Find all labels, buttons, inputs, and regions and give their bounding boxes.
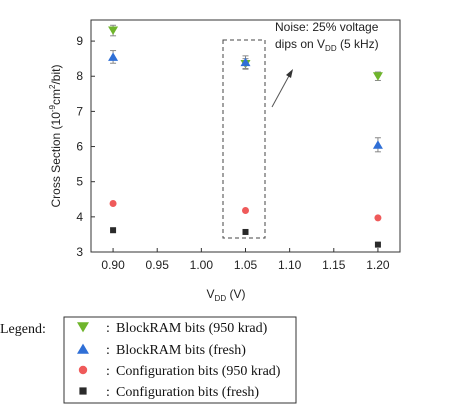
y-axis-title: Cross Section (10-9cm2/bit): [48, 65, 63, 208]
x-axis: 0.90 0.95 1.00 1.05 1.10 1.15 1.20: [101, 248, 390, 272]
legend-label: BlockRAM bits (fresh): [116, 343, 246, 358]
series-layer: [108, 24, 383, 248]
y-tick-label: 5: [76, 175, 83, 189]
y-tick-label: 9: [76, 34, 83, 48]
legend-separator: :: [106, 364, 110, 379]
highlight-box: [222, 39, 266, 239]
y-tick-label: 7: [76, 104, 83, 118]
x-tick-label: 1.10: [278, 258, 302, 272]
legend-separator: :: [106, 343, 110, 358]
y-tick-label: 8: [76, 69, 83, 83]
legend-marker: [77, 343, 89, 354]
data-point: [240, 57, 251, 67]
legend-separator: :: [106, 385, 110, 400]
x-tick-label: 1.20: [366, 258, 390, 272]
legend-label: Configuration bits (950 krad): [116, 364, 281, 379]
x-axis-title: VDD (V): [207, 287, 246, 303]
series-2: [108, 50, 383, 153]
annotation-arrowhead: [286, 69, 293, 78]
legend-label: BlockRAM bits (950 krad): [116, 321, 268, 336]
data-point: [242, 207, 249, 215]
annotation-arrow: [271, 73, 291, 108]
x-tick-label: 1.05: [234, 258, 258, 272]
y-tick-label: 3: [76, 245, 83, 259]
y-tick-label: 6: [76, 140, 83, 154]
legend-label: Configuration bits (fresh): [116, 385, 259, 400]
x-tick-label: 1.15: [322, 258, 346, 272]
legend-box: [63, 316, 297, 404]
data-point: [242, 228, 249, 235]
plot-frame: [90, 19, 401, 253]
annotation-line1: Noise: 25% voltage: [275, 20, 379, 34]
legend-marker: [78, 365, 88, 375]
legend-separator: :: [106, 321, 110, 336]
data-point: [109, 199, 117, 207]
x-tick-label: 0.95: [146, 258, 170, 272]
data-point: [374, 241, 381, 248]
x-tick-label: 0.90: [101, 258, 125, 272]
data-point: [374, 214, 382, 222]
legend: : BlockRAM bits (950 krad): BlockRAM bits …: [77, 321, 281, 400]
y-axis: 3 4 5 6 7 8 9: [76, 34, 95, 259]
data-point: [108, 52, 119, 61]
legend-marker: [77, 322, 89, 333]
legend-title: Legend:: [0, 322, 46, 337]
data-point: [108, 26, 119, 36]
data-point: [110, 227, 117, 234]
legend-marker: [79, 387, 87, 395]
x-tick-label: 1.00: [190, 258, 214, 272]
data-point: [372, 72, 383, 81]
series-4: [110, 227, 381, 248]
y-tick-label: 4: [76, 210, 83, 224]
series-3: [109, 199, 382, 222]
data-point: [372, 140, 383, 149]
annotation-line2: dips on VDD (5 kHz): [275, 37, 379, 53]
